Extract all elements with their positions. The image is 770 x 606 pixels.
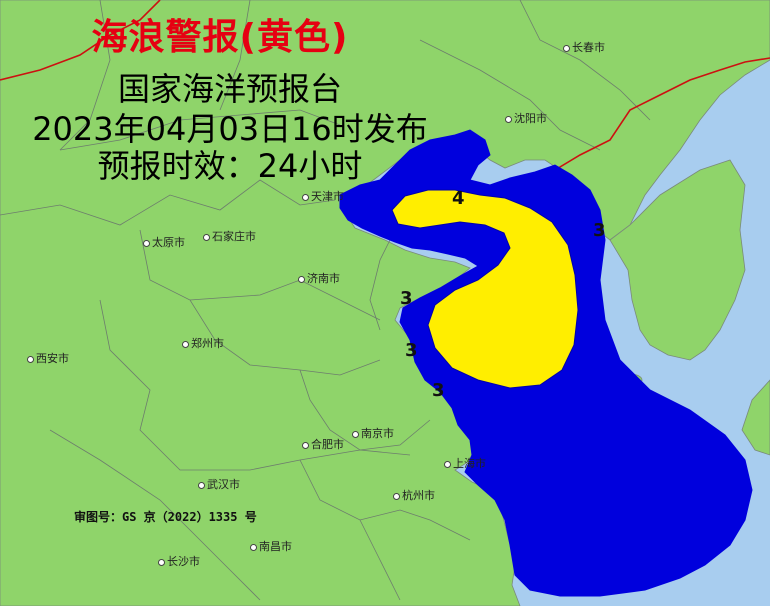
city-label-nanchang: 南昌市 [250,538,292,554]
city-dot-icon [302,441,309,449]
city-dot-icon [352,430,359,438]
issue-time: 2023年04月03日16时发布 [32,110,428,148]
national-border [0,0,770,171]
city-label-nanjing: 南京市 [352,425,394,441]
wave-height-label: 3 [432,380,445,401]
city-dot-icon [563,44,570,52]
city-label-hefei: 合肥市 [302,436,344,452]
city-label-changchun: 长春市 [563,39,605,55]
city-label-hangzhou: 杭州市 [393,487,435,503]
wave-zone-yellow [391,189,579,389]
city-dot-icon [143,239,150,247]
city-dot-icon [505,115,512,123]
city-label-changsha: 长沙市 [158,553,200,569]
city-dot-icon [250,543,257,551]
city-label-zhengzhou: 郑州市 [182,335,224,351]
city-label-xian: 西安市 [27,350,69,366]
japan-land [741,379,770,456]
map-review-number: 审图号：GS 京（2022）1335 号 [74,510,257,524]
city-dot-icon [182,340,189,348]
wave-height-label: 3 [400,288,413,309]
wave-height-label: 3 [405,340,418,361]
issuer-name: 国家海洋预报台 [117,70,342,108]
city-dot-icon [158,558,165,566]
wave-height-label: 3 [593,220,606,241]
city-label-taiyuan: 太原市 [143,234,185,250]
city-label-shijiazhuang: 石家庄市 [203,228,256,244]
city-dot-icon [393,492,400,500]
city-label-shenyang: 沈阳市 [505,110,547,126]
city-dot-icon [302,193,309,201]
wave-height-label: 4 [452,188,465,209]
city-dot-icon [27,355,34,363]
city-dot-icon [198,481,205,489]
city-label-shanghai: 上海市 [444,455,486,471]
city-dot-icon [298,275,305,283]
city-label-tianjin: 天津市 [302,188,344,204]
warning-title: 海浪警报(黄色) [91,17,349,58]
city-dot-icon [444,460,451,468]
korea-land [609,159,746,361]
city-label-jinan: 济南市 [298,270,340,286]
city-dot-icon [203,233,210,241]
forecast-validity: 预报时效：24小时 [97,147,363,185]
city-label-wuhan: 武汉市 [198,476,240,492]
